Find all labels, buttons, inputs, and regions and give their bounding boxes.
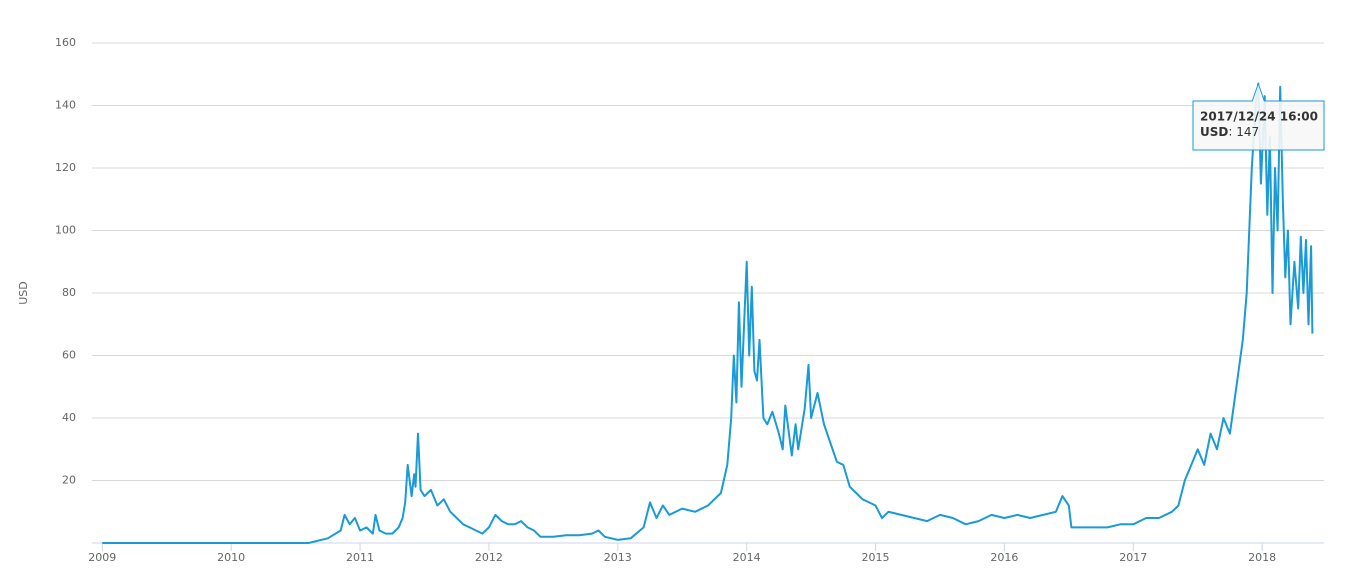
y-tick-label: 120 bbox=[55, 161, 76, 174]
line-series bbox=[102, 82, 1314, 544]
y-axis-label: USD bbox=[17, 281, 30, 305]
x-tick-label: 2009 bbox=[88, 551, 116, 564]
x-tick-label: 2016 bbox=[990, 551, 1018, 564]
tooltip-series: USD bbox=[1200, 125, 1228, 139]
x-tick-label: 2017 bbox=[1119, 551, 1147, 564]
x-tick-label: 2012 bbox=[475, 551, 503, 564]
y-tick-label: 20 bbox=[62, 474, 76, 487]
y-tick-label: 140 bbox=[55, 99, 76, 112]
x-tick-label: 2018 bbox=[1248, 551, 1276, 564]
tooltip-row: USD: 147 bbox=[1200, 125, 1259, 139]
y-tick-label: 100 bbox=[55, 224, 76, 237]
tooltip-box bbox=[1192, 82, 1325, 151]
tooltip-value: 147 bbox=[1236, 125, 1259, 139]
x-tick-label: 2010 bbox=[217, 551, 245, 564]
y-tick-label: 60 bbox=[62, 349, 76, 362]
x-tick-label: 2013 bbox=[604, 551, 632, 564]
x-tick-label: 2014 bbox=[733, 551, 761, 564]
y-tick-label: 80 bbox=[62, 286, 76, 299]
x-tick-label: 2011 bbox=[346, 551, 374, 564]
tooltip-title: 2017/12/24 16:00 bbox=[1200, 110, 1318, 124]
x-tick-label: 2015 bbox=[862, 551, 890, 564]
y-tick-label: 40 bbox=[62, 411, 76, 424]
y-tick-label: 160 bbox=[55, 36, 76, 49]
